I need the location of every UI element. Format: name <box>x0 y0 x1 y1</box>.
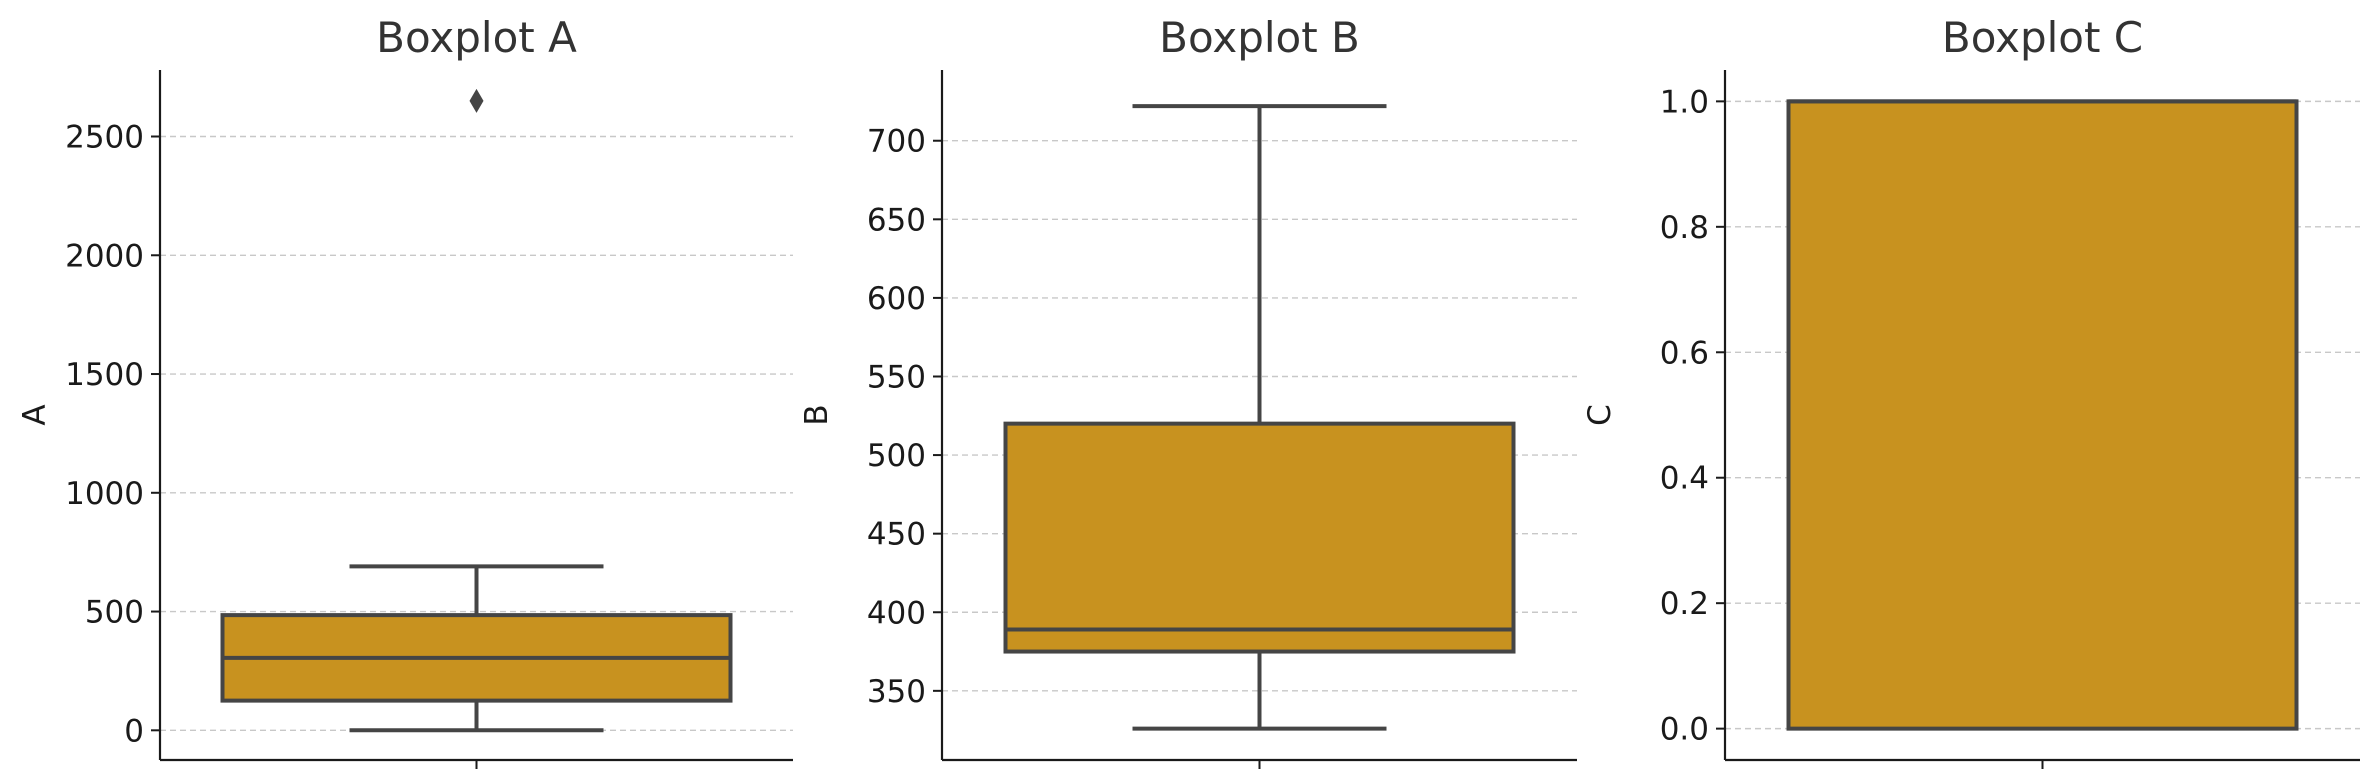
y-axis-label: B <box>799 404 835 425</box>
y-tick-label: 0 <box>124 713 144 749</box>
y-axis-label: A <box>17 404 53 425</box>
y-tick-label: 400 <box>867 595 926 631</box>
y-axis-label: C <box>1582 404 1618 426</box>
y-tick-label: 2000 <box>65 238 144 274</box>
y-tick-label: 450 <box>867 517 926 553</box>
y-tick-label: 500 <box>867 438 926 474</box>
boxplot-panel-b: 350 400 450 500 550 600 650 700 Boxplot B B <box>799 13 1577 769</box>
chart-title: Boxplot C <box>1942 13 2143 62</box>
chart-title: Boxplot B <box>1159 13 1360 62</box>
boxplot-panel-a: 0 500 1000 1500 2000 2500 Boxplot A A <box>17 13 793 769</box>
y-tick-label: 0.2 <box>1660 586 1709 622</box>
y-tick-label: 1000 <box>65 476 144 512</box>
y-tick-label: 0.4 <box>1660 461 1709 497</box>
y-tick-label: 1.0 <box>1660 84 1709 120</box>
y-tick-label: 1500 <box>65 357 144 393</box>
y-tick-label: 0.8 <box>1660 210 1709 246</box>
y-tick-label: 600 <box>867 281 926 317</box>
y-tick-label: 0.6 <box>1660 335 1709 371</box>
outlier-point <box>469 88 484 113</box>
y-tick-label: 650 <box>867 202 926 238</box>
boxplot-panel-c: 0.0 0.2 0.4 0.6 0.8 1.0 Boxplot C C <box>1582 13 2360 769</box>
iqr-box <box>1003 421 1516 654</box>
chart-title: Boxplot A <box>376 13 577 62</box>
y-tick-label: 700 <box>867 124 926 160</box>
y-tick-label: 2500 <box>65 120 144 156</box>
y-tick-label: 0.0 <box>1660 712 1709 748</box>
y-tick-label: 350 <box>867 674 926 710</box>
y-tick-label: 500 <box>85 595 144 631</box>
iqr-box <box>1786 99 2299 731</box>
y-tick-label: 550 <box>867 359 926 395</box>
